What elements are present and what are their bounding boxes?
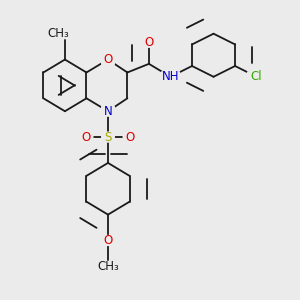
Text: Cl: Cl [251,70,262,83]
FancyBboxPatch shape [80,131,94,143]
Text: O: O [125,130,134,144]
FancyBboxPatch shape [46,28,71,39]
FancyBboxPatch shape [122,131,136,143]
FancyBboxPatch shape [247,71,266,82]
Text: O: O [103,53,112,66]
FancyBboxPatch shape [101,235,115,246]
Text: S: S [104,130,112,144]
Text: CH₃: CH₃ [97,260,119,273]
FancyBboxPatch shape [142,37,156,48]
Text: O: O [82,130,91,144]
FancyBboxPatch shape [101,106,115,117]
FancyBboxPatch shape [96,261,120,272]
Text: CH₃: CH₃ [48,27,69,40]
Text: NH: NH [162,70,179,83]
Text: O: O [103,234,112,247]
FancyBboxPatch shape [101,131,115,143]
Text: O: O [144,36,154,49]
FancyBboxPatch shape [161,71,180,82]
Text: N: N [103,105,112,118]
FancyBboxPatch shape [101,54,115,65]
